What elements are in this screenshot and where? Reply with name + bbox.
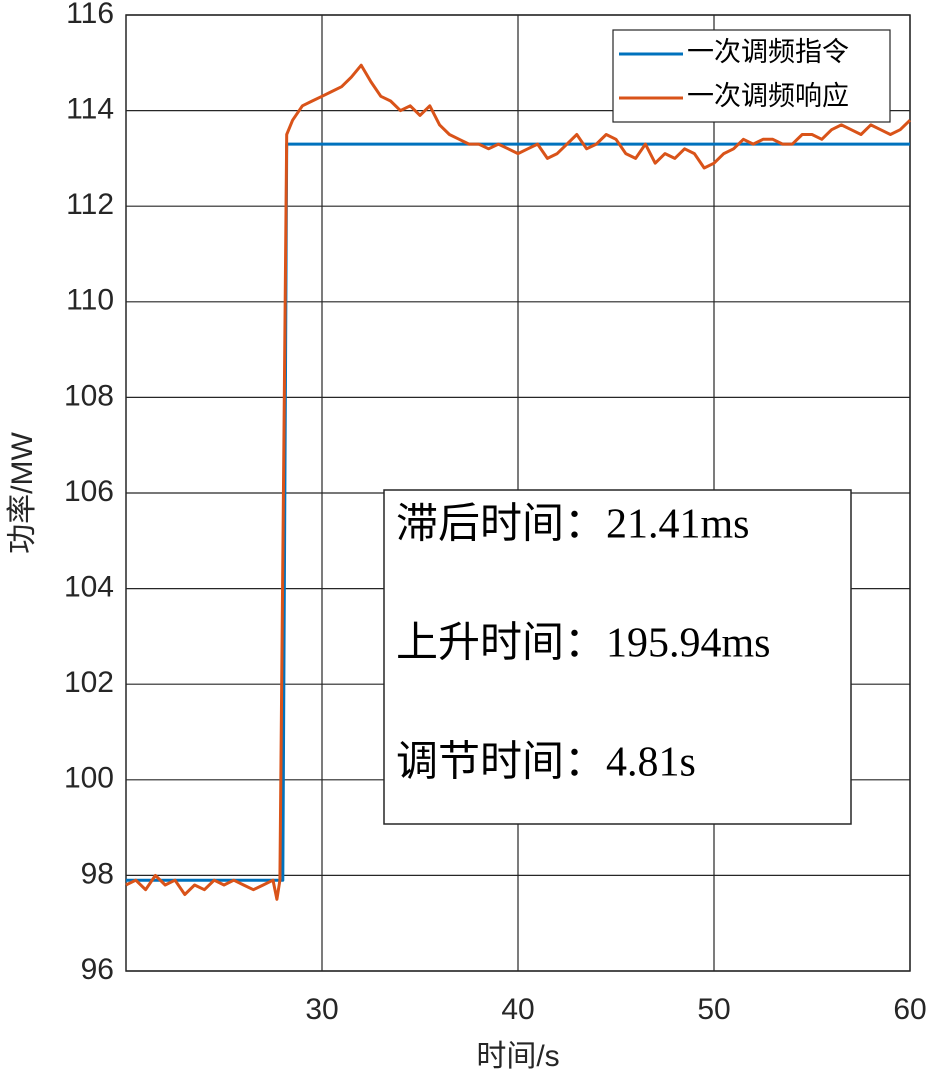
annotation-box (383, 489, 852, 825)
legend-label: 一次调频指令 (687, 37, 849, 67)
y-tick-label: 104 (64, 571, 114, 604)
y-tick-label: 108 (64, 379, 114, 412)
annotation-text: 滞后时间：21.41ms (396, 502, 750, 548)
x-tick-label: 60 (893, 993, 926, 1026)
x-tick-label: 40 (501, 993, 534, 1026)
x-tick-label: 50 (697, 993, 730, 1026)
y-tick-label: 100 (64, 762, 114, 795)
annotation-text: 上升时间：195.94ms (396, 621, 771, 667)
y-tick-label: 102 (64, 666, 114, 699)
y-tick-label: 96 (81, 953, 114, 986)
plot-frame (125, 14, 911, 972)
y-tick-label: 110 (66, 284, 114, 317)
x-tick-label: 30 (305, 993, 338, 1026)
y-tick-label: 114 (66, 93, 114, 126)
annotation-text: 调节时间：4.81s (396, 740, 696, 786)
x-axis-label: 时间/s (476, 1040, 559, 1073)
y-tick-label: 98 (81, 857, 114, 890)
series-line (125, 63, 912, 901)
legend-box (612, 29, 891, 123)
y-tick-label: 112 (66, 188, 114, 221)
y-axis-label: 功率/MW (6, 431, 39, 553)
legend-label: 一次调频响应 (687, 81, 849, 111)
y-tick-label: 116 (66, 0, 114, 30)
y-tick-label: 106 (64, 475, 114, 508)
